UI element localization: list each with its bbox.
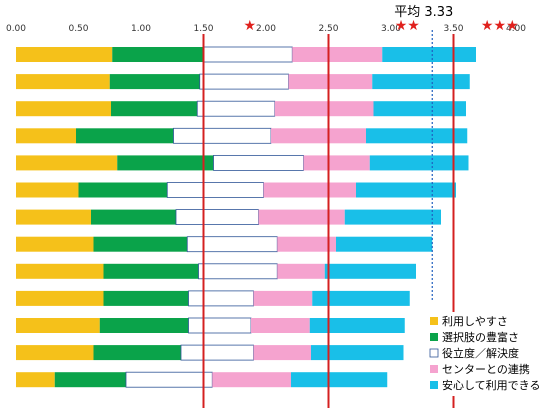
- bar-segment-row8-series4: [277, 236, 336, 252]
- bar-segment-row3-series5: [373, 101, 466, 117]
- bar-segment-row9-series2: [103, 263, 199, 279]
- bar-segment-row1-series2: [112, 47, 204, 62]
- bar-segment-row1-series5: [382, 47, 476, 62]
- average-label: 平均 3.33: [394, 5, 453, 20]
- bar-segment-row12-series1: [16, 345, 94, 361]
- bar-segment-row4-series5: [366, 128, 468, 144]
- stars-layer: ★ ★★ ★★★: [243, 18, 518, 34]
- bar-segment-row8-series1: [16, 236, 94, 252]
- bar-segment-row6-series5: [356, 182, 456, 198]
- bar-segment-row1-series3: [203, 46, 293, 63]
- bar-segment-row12-series3: [180, 344, 254, 361]
- bar-segment-row2-series2: [109, 74, 200, 90]
- bar-segment-row9-series4: [277, 263, 325, 279]
- bar-segment-row9-series5: [324, 263, 416, 279]
- bar-segment-row10-series3: [188, 290, 254, 307]
- x-tick-label: 1.00: [131, 24, 151, 34]
- bar-segment-row11-series5: [309, 318, 405, 333]
- bar-segment-row7-series1: [16, 209, 91, 225]
- bar-segment-row2-series1: [16, 74, 110, 90]
- bar-segment-row11-series1: [16, 318, 100, 333]
- bar-segment-row8-series3: [186, 236, 278, 253]
- legend-swatch-series3: [429, 348, 439, 358]
- legend-label-series3: 役立度／解決度: [442, 346, 519, 360]
- bar-segment-row2-series4: [288, 74, 373, 90]
- bar-segment-row6-series2: [78, 182, 168, 198]
- x-tick-label: 3.50: [443, 24, 463, 34]
- x-tick-label: 1.50: [193, 24, 213, 34]
- legend-background: [426, 312, 544, 396]
- x-tick-label: 3.00: [381, 24, 401, 34]
- bar-segment-row7-series3: [175, 209, 259, 226]
- bar-segment-row4-series4: [271, 128, 366, 144]
- bar-segment-row8-series2: [93, 236, 188, 252]
- x-tick-label: 4.00: [506, 24, 526, 34]
- rating-stars-3: ★★★: [481, 18, 519, 34]
- bar-segment-row7-series2: [91, 209, 176, 225]
- bar-segment-row6-series4: [263, 182, 356, 198]
- bar-segment-row11-series3: [188, 317, 252, 334]
- bar-segment-row5-series3: [213, 154, 304, 171]
- rating-stars-1: ★: [243, 18, 256, 34]
- x-tick-label: 2.00: [256, 24, 276, 34]
- bar-segment-row13-series2: [54, 372, 126, 388]
- bar-segment-row12-series4: [253, 345, 311, 361]
- bar-segment-row10-series4: [253, 290, 313, 306]
- bar-segment-row13-series5: [291, 372, 388, 388]
- x-tick-label: 2.50: [318, 24, 338, 34]
- x-axis-ticks: 0.00 0.50 1.00 1.50 2.00 2.50 3.00 3.50 4.00: [6, 24, 526, 34]
- bar-segment-row5-series1: [16, 155, 118, 171]
- rating-stars-2: ★★: [395, 18, 420, 34]
- legend-label-series4: センターとの連携: [442, 362, 530, 376]
- bar-segment-row10-series2: [103, 290, 189, 306]
- bar-segment-row9-series1: [16, 263, 104, 279]
- bar-segment-row2-series5: [372, 74, 470, 90]
- bar-segment-row2-series3: [199, 73, 289, 90]
- x-tick-label: 0.00: [6, 24, 26, 34]
- legend-swatch-series2: [430, 333, 438, 341]
- bar-segment-row13-series3: [125, 371, 213, 388]
- bar-segment-row3-series2: [111, 101, 198, 117]
- bars-layer: [16, 46, 476, 388]
- legend-label-series2: 選択肢の豊富さ: [442, 330, 519, 344]
- legend-swatch-series1: [430, 317, 438, 325]
- bar-segment-row4-series1: [16, 128, 76, 144]
- bar-segment-row10-series1: [16, 290, 104, 306]
- bar-segment-row1-series1: [16, 47, 113, 62]
- bar-segment-row10-series5: [312, 290, 410, 306]
- bar-segment-row12-series5: [311, 345, 404, 361]
- bar-segment-row7-series4: [258, 209, 345, 225]
- bar-segment-row13-series1: [16, 372, 55, 388]
- legend-swatch-series5: [430, 381, 438, 389]
- bar-segment-row8-series5: [336, 236, 433, 252]
- bar-segment-row7-series5: [344, 209, 441, 225]
- bar-segment-row12-series2: [93, 345, 181, 361]
- bar-segment-row6-series1: [16, 182, 79, 198]
- legend-swatch-series4: [430, 365, 438, 373]
- bar-segment-row5-series2: [117, 155, 214, 171]
- legend-label-series5: 安心して利用できる: [442, 378, 540, 392]
- bar-segment-row5-series4: [303, 155, 370, 171]
- bar-segment-row6-series3: [166, 182, 264, 198]
- bar-segment-row3-series1: [16, 101, 111, 117]
- bar-segment-row13-series4: [212, 372, 291, 388]
- bar-segment-row4-series3: [173, 127, 272, 144]
- bar-segment-row3-series3: [196, 100, 276, 117]
- bar-segment-row4-series2: [76, 128, 174, 144]
- bar-segment-row3-series4: [274, 101, 374, 117]
- x-tick-label: 0.50: [68, 24, 88, 34]
- bar-segment-row11-series2: [99, 318, 189, 333]
- bar-segment-row5-series5: [369, 155, 469, 171]
- bar-segment-row1-series4: [292, 47, 383, 62]
- legend-label-series1: 利用しやすさ: [442, 315, 508, 328]
- bar-segment-row11-series4: [251, 318, 310, 333]
- bar-segment-row9-series3: [198, 263, 278, 280]
